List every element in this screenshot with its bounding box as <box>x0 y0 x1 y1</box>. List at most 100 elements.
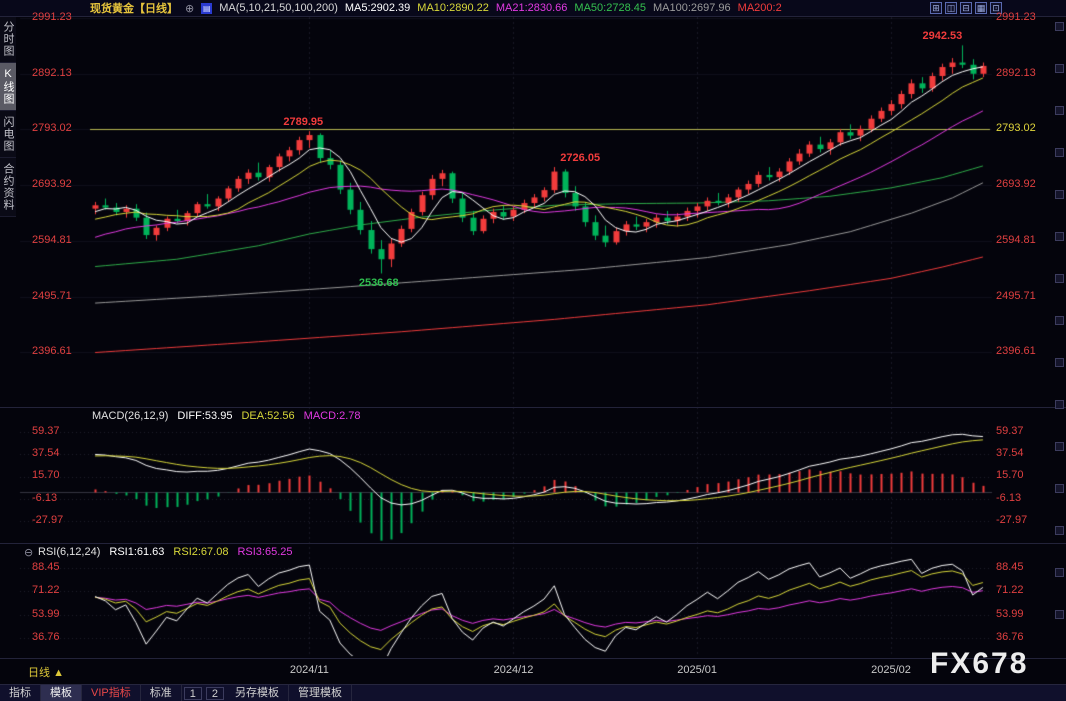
sidebar-tab-contract-info[interactable]: 合约资料 <box>0 158 16 217</box>
annotation-swing-high: 2789.95 <box>283 116 324 129</box>
bottom-toolbar: 指标 模板 VIP指标 标准 1 2 另存模板 管理模板 <box>0 684 1066 701</box>
price-axis-left-4: 2594.81 <box>32 234 72 246</box>
rsi-axis-right-3: 36.76 <box>996 631 1024 643</box>
price-axis-left-1: 2892.13 <box>32 67 72 79</box>
rsi-header: RSI(6,12,24) RSI1:61.63 RSI2:67.08 RSI3:… <box>38 546 293 558</box>
rsi-axis-left-1: 71.22 <box>32 584 60 596</box>
right-rail-button[interactable] <box>1055 358 1064 367</box>
sidebar-tab-time-chart[interactable]: 分时图 <box>0 16 16 63</box>
macd-header: MACD(26,12,9) DIFF:53.95 DEA:52.56 MACD:… <box>92 410 361 422</box>
toolbar-standard-button[interactable]: 标准 <box>141 685 182 701</box>
split-horizontal-icon[interactable]: ◫ <box>945 2 957 14</box>
price-axis-right-1: 2892.13 <box>996 67 1036 79</box>
right-rail-button[interactable] <box>1055 484 1064 493</box>
macd-axis-left-2: 15.70 <box>32 469 60 481</box>
right-rail-button[interactable] <box>1055 568 1064 577</box>
tile-windows-icon[interactable]: ⊞ <box>930 2 942 14</box>
annotation-record-high: 2942.53 <box>922 30 963 43</box>
rsi-axis-left-0: 88.45 <box>32 561 60 573</box>
toolbar-indicators-button[interactable]: 指标 <box>0 685 41 701</box>
macd-axis-left-4: -27.97 <box>32 514 64 526</box>
grid-view-icon[interactable]: ▦ <box>975 2 987 14</box>
rsi2-value-label: RSI2:67.08 <box>173 546 229 558</box>
price-axis-right-3: 2693.92 <box>996 178 1036 190</box>
ma5-value-label: MA5:2902.39 <box>344 2 411 14</box>
right-rail-button[interactable] <box>1055 64 1064 73</box>
sidebar-tab-lightning-chart[interactable]: 闪电图 <box>0 111 16 158</box>
chart-title: 现货黄金【日线】 <box>90 3 178 15</box>
price-axis-left-6: 2396.61 <box>32 345 72 357</box>
rsi3-value-label: RSI3:65.25 <box>237 546 293 558</box>
price-axis-right-0: 2991.23 <box>996 11 1036 23</box>
window-layout-icons: ⊞ ◫ ⊟ ▦ ⊡ <box>926 2 1002 14</box>
right-rail-button[interactable] <box>1055 190 1064 199</box>
annotation-swing-low: 2536.68 <box>358 277 399 290</box>
rsi-axis-left-2: 53.99 <box>32 608 60 620</box>
timeframe-selector[interactable]: 日线 ▲ <box>28 664 64 680</box>
right-rail-button[interactable] <box>1055 400 1064 409</box>
macd-axis-right-4: -27.97 <box>996 514 1028 526</box>
toolbar-template-button[interactable]: 模板 <box>41 685 82 701</box>
price-axis-left-2: 2793.02 <box>32 122 72 134</box>
macd-value-label: MACD:2.78 <box>303 410 361 422</box>
rsi-axis-right-2: 53.99 <box>996 608 1024 620</box>
indicator-icon[interactable]: ▤ <box>201 2 213 14</box>
right-rail-button[interactable] <box>1055 610 1064 619</box>
pane-separator <box>0 543 1066 544</box>
xaxis-label-jan: 2025/01 <box>677 664 718 676</box>
pane-separator <box>0 407 1066 408</box>
right-rail-button[interactable] <box>1055 232 1064 241</box>
toolbar-vip-indicators-button[interactable]: VIP指标 <box>82 685 141 701</box>
xaxis-label-feb: 2025/02 <box>871 664 911 676</box>
pane-separator <box>0 658 1066 659</box>
left-sidebar: 分时图 K线图 闪电图 合约资料 <box>0 16 16 217</box>
rsi-params-label: RSI(6,12,24) <box>38 546 101 558</box>
macd-params-label: MACD(26,12,9) <box>92 410 169 422</box>
macd-axis-left-3: -6.13 <box>32 492 58 504</box>
toolbar-slot2-button[interactable]: 2 <box>205 686 224 700</box>
price-axis-right-5: 2495.71 <box>996 290 1036 302</box>
rsi-axis-left-3: 36.76 <box>32 631 60 643</box>
price-axis-left-0: 2991.23 <box>32 11 72 23</box>
macd-axis-left-1: 37.54 <box>32 447 60 459</box>
xaxis-label-nov: 2024/11 <box>289 664 329 676</box>
right-tool-rail <box>1055 22 1064 619</box>
new-window-icon[interactable]: ⊡ <box>990 2 1002 14</box>
macd-axis-right-3: -6.13 <box>996 492 1022 504</box>
price-axis-left-5: 2495.71 <box>32 290 72 302</box>
ma-params-label: MA(5,10,21,50,100,200) <box>219 2 338 14</box>
ma21-value-label: MA21:2830.66 <box>495 2 568 14</box>
ma200-value-label: MA200:2 <box>737 2 782 14</box>
macd-axis-right-0: 59.37 <box>996 425 1024 437</box>
xaxis-label-dec: 2024/12 <box>493 664 534 676</box>
split-vertical-icon[interactable]: ⊟ <box>960 2 972 14</box>
right-rail-button[interactable] <box>1055 22 1064 31</box>
macd-axis-right-1: 37.54 <box>996 447 1024 459</box>
settings-icon[interactable]: ⊕ <box>185 2 195 15</box>
right-rail-button[interactable] <box>1055 274 1064 283</box>
right-rail-button[interactable] <box>1055 106 1064 115</box>
rsi-axis-right-0: 88.45 <box>996 561 1024 573</box>
right-rail-button[interactable] <box>1055 526 1064 535</box>
toolbar-save-template-button[interactable]: 另存模板 <box>226 685 289 701</box>
ma50-value-label: MA50:2728.45 <box>574 2 646 14</box>
macd-axis-left-0: 59.37 <box>32 425 60 437</box>
right-rail-button[interactable] <box>1055 316 1064 325</box>
macd-axis-right-2: 15.70 <box>996 469 1024 481</box>
macd-dea-label: DEA:52.56 <box>241 410 295 422</box>
annotation-local-high: 2726.05 <box>560 152 601 165</box>
rsi-collapse-icon[interactable]: ⊖ <box>24 547 34 559</box>
price-axis-right-6: 2396.61 <box>996 345 1036 357</box>
ma10-value-label: MA10:2890.22 <box>417 2 489 14</box>
toolbar-manage-template-button[interactable]: 管理模板 <box>289 685 352 701</box>
fx678-watermark: FX678 <box>930 647 1029 680</box>
price-axis-right-alert: 2793.02 <box>996 122 1036 134</box>
sidebar-tab-kline-chart[interactable]: K线图 <box>0 63 16 111</box>
price-axis-left-3: 2693.92 <box>32 178 72 190</box>
price-axis-right-4: 2594.81 <box>996 234 1036 246</box>
toolbar-slot1-button[interactable]: 1 <box>183 686 202 700</box>
right-rail-button[interactable] <box>1055 442 1064 451</box>
right-rail-button[interactable] <box>1055 148 1064 157</box>
